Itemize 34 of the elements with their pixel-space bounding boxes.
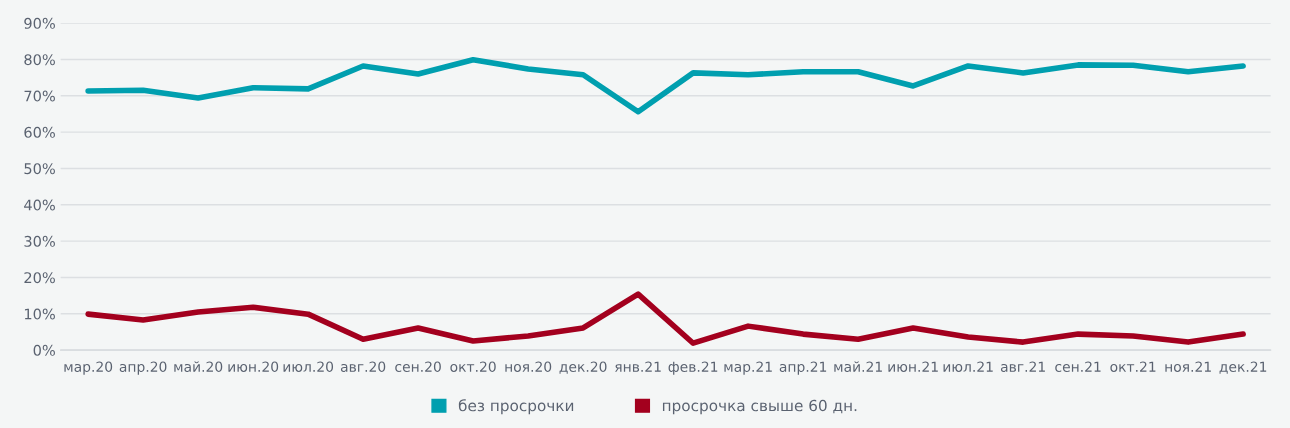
x-tick-label: ноя.21	[1165, 361, 1211, 372]
y-tick-label: 90%	[24, 17, 55, 29]
x-tick-label: авг.21	[1000, 361, 1045, 372]
y-tick-label: 60%	[24, 126, 55, 138]
y-tick-label: 0%	[33, 344, 55, 356]
y-tick-label: 40%	[24, 199, 55, 211]
x-tick-label: июл.20	[283, 361, 334, 372]
x-tick-label: мар.20	[64, 361, 113, 375]
y-tick-label: 80%	[24, 54, 55, 66]
x-tick-label: сен.21	[1055, 361, 1101, 372]
x-tick-label: фев.21	[668, 361, 718, 375]
y-tick-label: 70%	[24, 90, 55, 102]
x-tick-label: ноя.20	[505, 361, 552, 372]
x-tick-label: май.21	[834, 361, 882, 372]
x-tick-label: янв.21	[615, 361, 661, 372]
y-tick-label: 10%	[24, 308, 55, 320]
x-tick-label: июл.21	[943, 361, 993, 372]
y-tick-label: 20%	[24, 272, 55, 284]
x-tick-label: дек.20	[559, 361, 607, 374]
x-tick-label: июн.20	[228, 361, 279, 372]
x-tick-label: сен.20	[395, 361, 441, 372]
y-tick-label: 30%	[24, 235, 55, 247]
x-tick-label: апр.20	[119, 361, 167, 375]
x-tick-label: окт.20	[450, 361, 496, 372]
x-tick-label: мар.21	[724, 361, 772, 375]
x-tick-label: июн.21	[888, 361, 938, 372]
x-tick-label: апр.21	[779, 361, 827, 375]
legend-label: просрочка свыше 60 дн.	[662, 399, 857, 415]
x-tick-label: дек.21	[1219, 361, 1267, 374]
x-tick-label: май.20	[174, 361, 223, 372]
x-tick-label: окт.21	[1110, 361, 1156, 372]
legend-label: без просрочки	[458, 399, 574, 415]
x-tick-label: авг.20	[340, 361, 386, 372]
y-tick-label: 50%	[24, 163, 55, 175]
